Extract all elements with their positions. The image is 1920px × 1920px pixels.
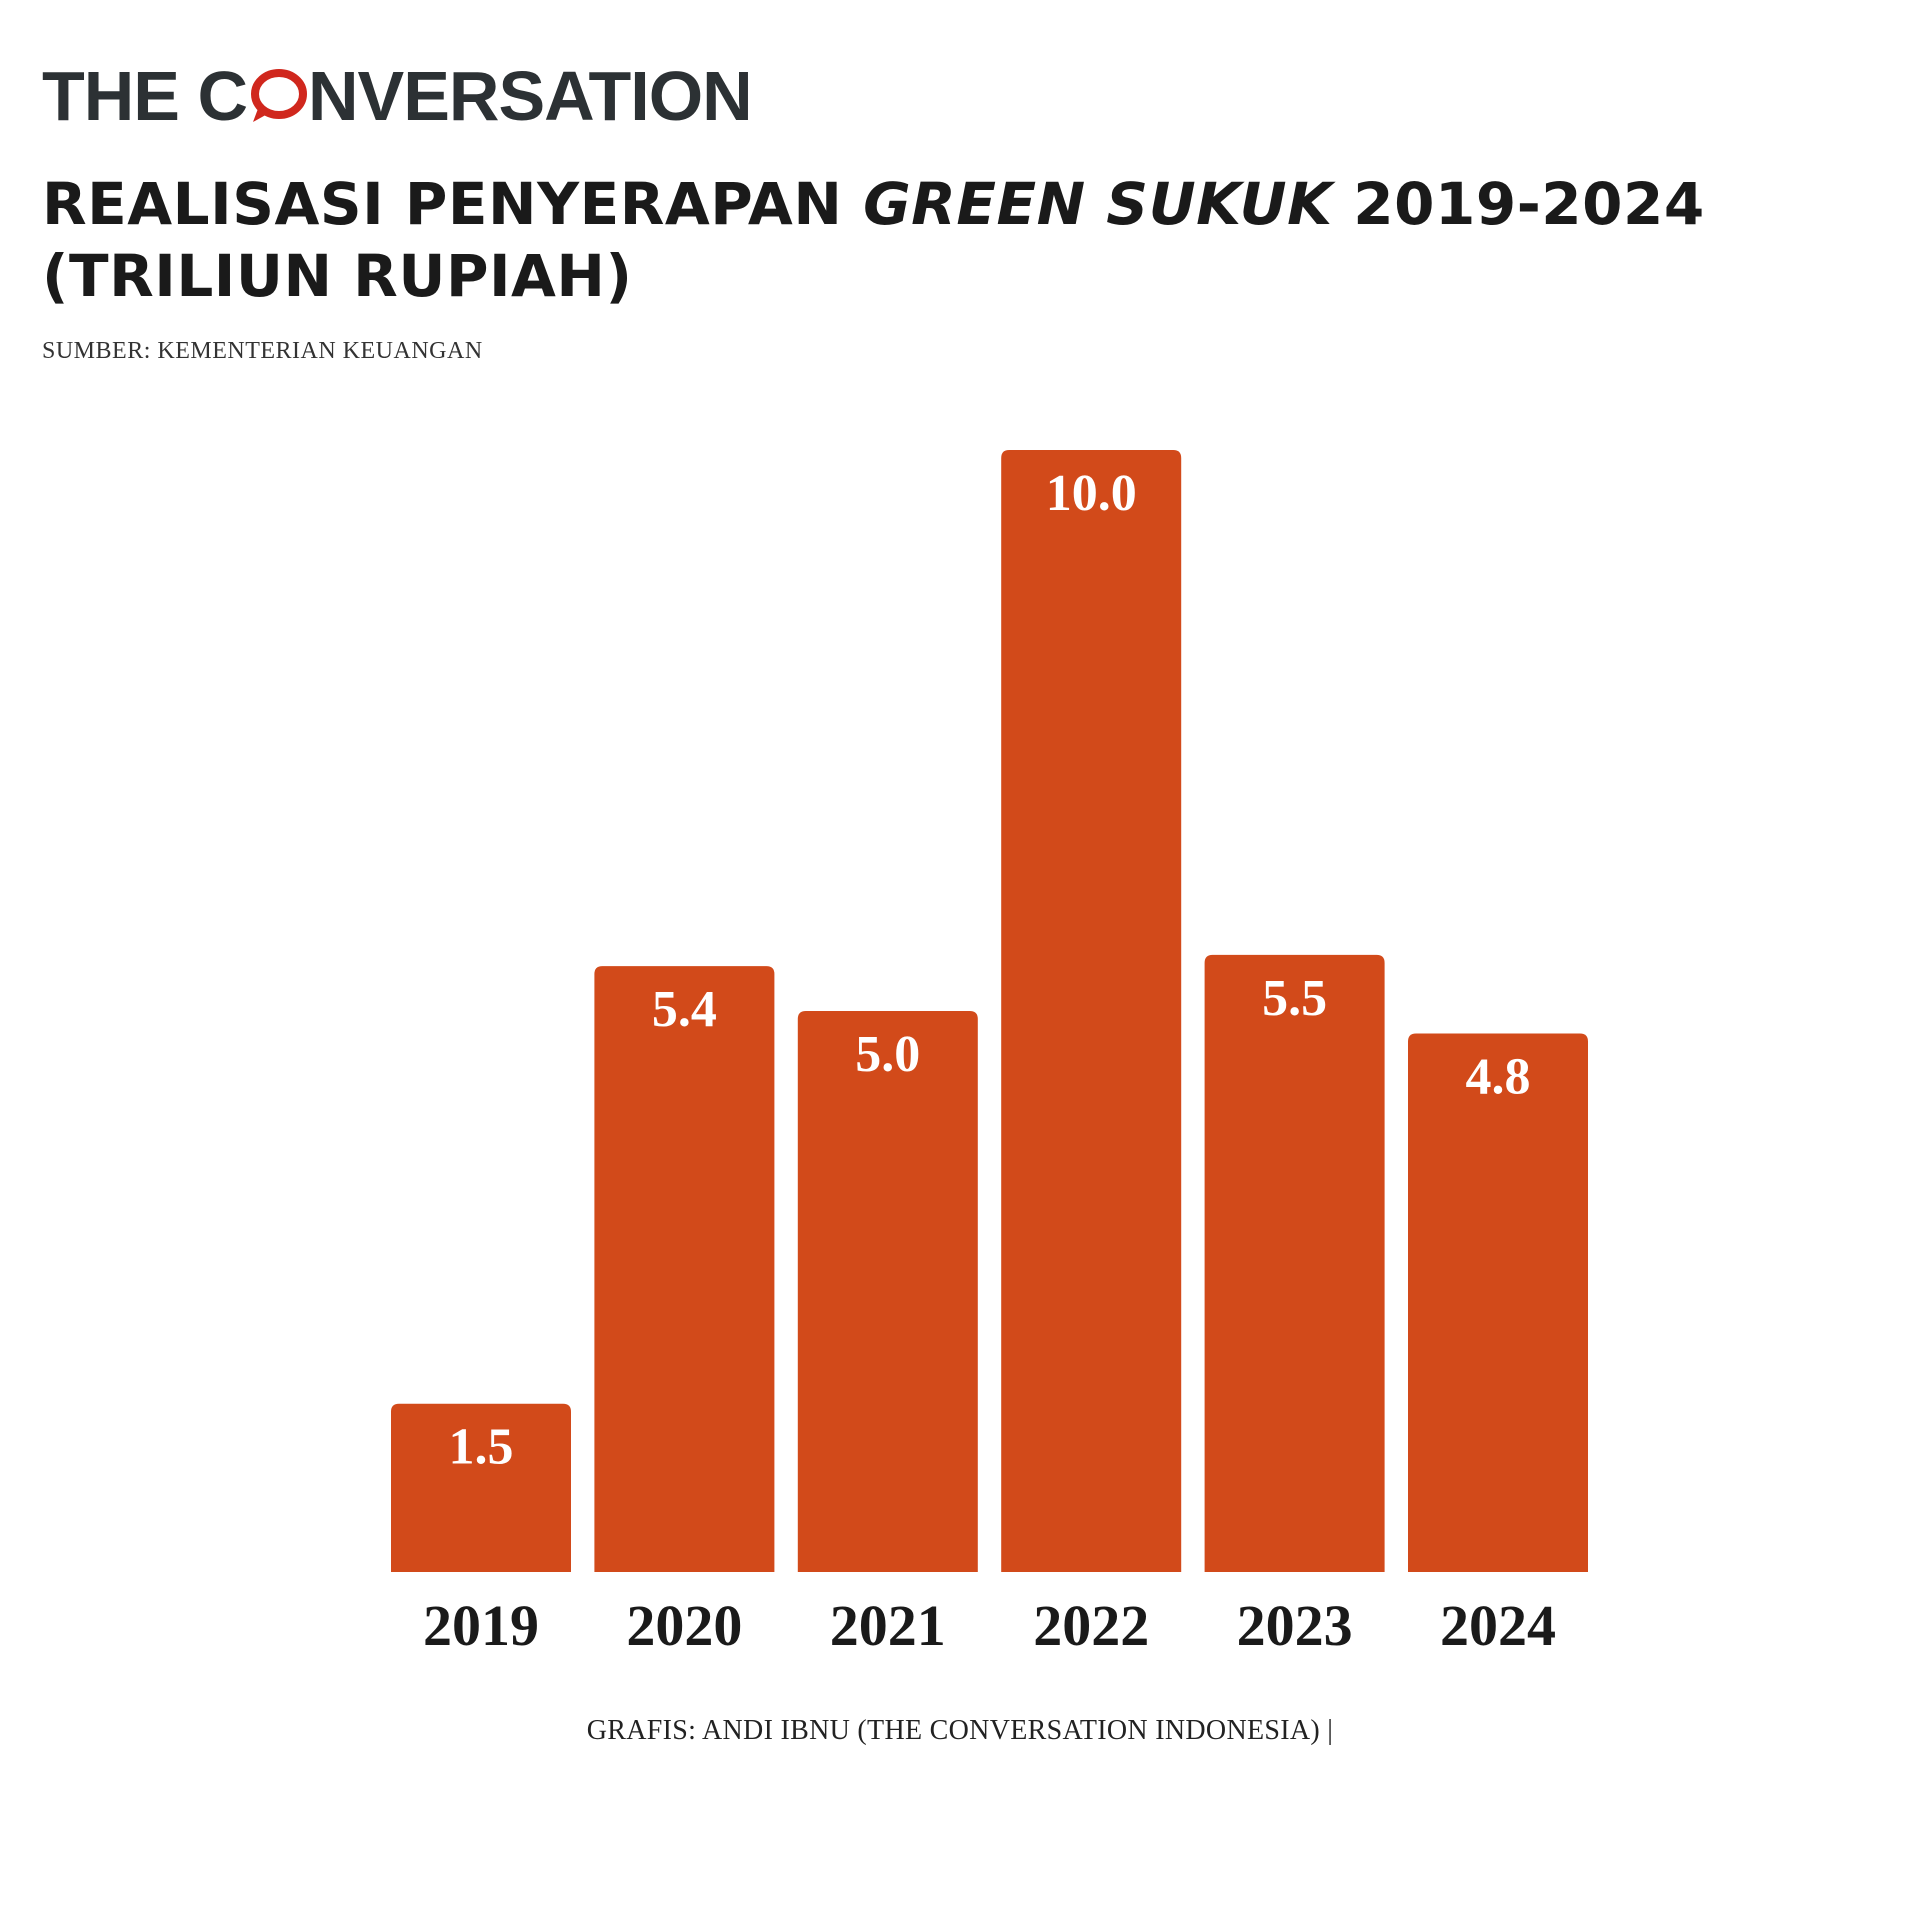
title-part1: REALISASI PENYERAPAN <box>42 170 864 238</box>
bar-value-label: 5.0 <box>855 1026 920 1083</box>
bar-2024 <box>1408 1033 1588 1572</box>
x-tick-label: 2021 <box>830 1593 946 1658</box>
x-tick-label: 2024 <box>1440 1593 1556 1658</box>
bar-value-label: 5.4 <box>652 981 717 1038</box>
source-note: SUMBER: KEMENTERIAN KEUANGAN <box>42 338 483 364</box>
bar-2020 <box>594 966 775 1572</box>
brand-logo: THE C NVERSATION <box>42 56 753 136</box>
brand-name-suffix: NVERSATION <box>308 57 753 135</box>
bar-2019 <box>391 1403 571 1572</box>
bar-value-label: 10.0 <box>1046 465 1137 522</box>
bar-value-label: 4.8 <box>1466 1048 1531 1105</box>
title-italic: GREEN SUKUK <box>863 170 1333 238</box>
brand-name-prefix: THE C <box>42 57 248 135</box>
x-tick-label: 2019 <box>423 1593 539 1658</box>
bar-value-label: 5.5 <box>1262 970 1327 1027</box>
bar-2021 <box>797 1011 978 1572</box>
bar-2023 <box>1204 954 1385 1572</box>
title-part2: 2019-2024 (TRILIUN RUPIAH) <box>42 170 1705 310</box>
speech-bubble-o-icon <box>251 69 307 122</box>
x-tick-label: 2023 <box>1237 1593 1353 1658</box>
graphic-credit: GRAFIS: ANDI IBNU (THE CONVERSATION INDO… <box>586 1715 1334 1746</box>
bar-2022 <box>1001 450 1182 1572</box>
chart-title: REALISASI PENYERAPAN GREEN SUKUK 2019-20… <box>42 168 1842 312</box>
bar-value-label: 1.5 <box>449 1419 514 1476</box>
x-tick-label: 2022 <box>1033 1593 1149 1658</box>
x-tick-label: 2020 <box>626 1593 742 1658</box>
